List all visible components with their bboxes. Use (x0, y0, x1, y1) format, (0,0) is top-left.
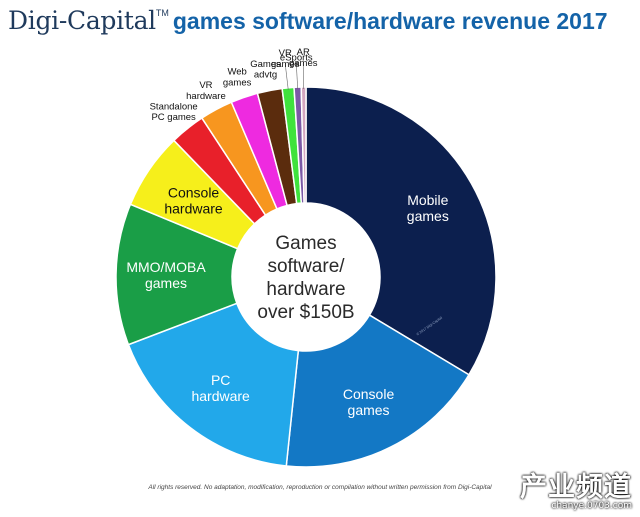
label-pc-hardware: PC hardware (191, 372, 250, 404)
chart-title: games software/hardware revenue 2017 (172, 8, 608, 34)
donut-callout-lines (284, 63, 304, 90)
donut-slice-labels: Mobile games Console games PC hardware MMO/MOB… (126, 47, 449, 418)
label-console-hardware: Console hardware (164, 184, 223, 216)
callout-vr-games (284, 63, 289, 90)
donut-hole (232, 203, 380, 351)
watermark-url: chanye.0703.com (551, 501, 632, 511)
label-vr-hardware: VR hardware (186, 80, 226, 102)
callout-esports (295, 63, 299, 90)
label-web-games: Web games (223, 66, 252, 88)
rights-footer: All rights reserved. No adaptation, modi… (148, 484, 492, 491)
trademark-mark: TM (155, 8, 169, 18)
center-label-text: Games software/hardware over $150B (257, 233, 354, 323)
label-vr-games: VR games (271, 48, 300, 70)
label-console-games: Console games (343, 386, 395, 418)
donut-center-label: Games software/hardware over $150B (257, 233, 354, 323)
label-esports: eSports (280, 53, 313, 64)
chart-header: Digi-CapitalTM games software/hardware re… (8, 6, 632, 40)
label-mmo-moba-games: MMO/MOBA games (126, 259, 206, 291)
label-mobile-games: Mobile games (407, 192, 449, 224)
label-games-advtg: Games advtg (250, 59, 281, 81)
label-standalone-pc-games: Standalone PC games (150, 101, 198, 123)
watermark-title: 产业频道 (520, 472, 632, 503)
donut-slices (115, 86, 497, 468)
brand-logo-text: Digi-Capital (8, 6, 156, 35)
label-ar-games: AR games (289, 47, 318, 69)
site-watermark: 产业频道 chanye.0703.com (520, 474, 632, 511)
